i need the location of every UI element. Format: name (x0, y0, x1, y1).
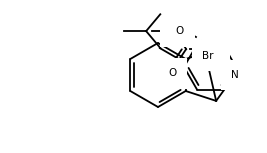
Text: N: N (231, 70, 239, 80)
Text: O: O (170, 26, 178, 36)
Text: Br: Br (202, 51, 214, 61)
Text: O: O (168, 68, 176, 78)
Text: N: N (212, 44, 220, 54)
Text: O: O (176, 26, 184, 36)
